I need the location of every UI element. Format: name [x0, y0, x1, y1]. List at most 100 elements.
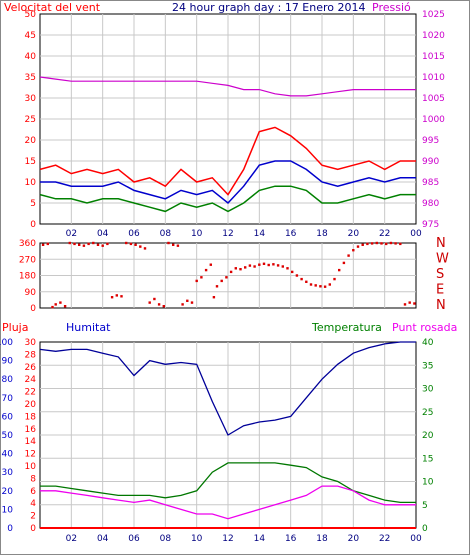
- rain-tick-label: 4: [30, 499, 36, 509]
- direction-point: [366, 242, 369, 246]
- humidity-tick-label: 80: [2, 375, 14, 385]
- pressure-tick-label: 985: [422, 178, 439, 188]
- direction-point: [125, 241, 128, 245]
- temperature-tick-label: 20: [422, 431, 434, 441]
- direction-point: [212, 296, 216, 299]
- pressure-tick-label: 1000: [422, 115, 445, 125]
- compass-label: W: [436, 252, 449, 267]
- direction-point: [295, 274, 299, 277]
- wind-x-tick-label: 22: [379, 229, 390, 239]
- direction-point: [389, 241, 393, 245]
- humidity-series-group: [39, 341, 416, 529]
- compass-label: S: [436, 267, 444, 282]
- direction-point: [408, 301, 411, 304]
- direction-point: [41, 243, 45, 246]
- direction-point: [186, 299, 189, 302]
- direction-point: [356, 245, 360, 248]
- humidity-line: [39, 341, 416, 436]
- direction-point: [300, 277, 303, 281]
- direction-point: [115, 294, 118, 297]
- temperature-header: Temperatura: [311, 321, 382, 334]
- direction-tick-label: 90: [25, 288, 37, 298]
- wind-series-group: [39, 76, 416, 213]
- wind-x-tick-label: 00: [410, 229, 422, 239]
- wind-x-tick-label: 06: [128, 229, 140, 239]
- direction-point: [200, 276, 203, 279]
- direction-tick-label: 360: [19, 239, 36, 249]
- direction-point: [309, 283, 313, 286]
- direction-point: [267, 263, 270, 267]
- direction-point: [68, 241, 71, 245]
- direction-point: [110, 296, 114, 299]
- direction-point: [239, 268, 242, 271]
- direction-point: [172, 243, 175, 246]
- direction-point: [323, 285, 327, 288]
- direction-point: [73, 242, 76, 246]
- direction-point: [96, 243, 100, 246]
- temperature-tick-label: 15: [422, 454, 433, 464]
- direction-chart-grid: [40, 243, 416, 308]
- direction-point: [314, 284, 317, 287]
- direction-point: [286, 267, 289, 270]
- direction-point: [209, 263, 212, 266]
- compass-label: N: [436, 298, 446, 313]
- humidity-x-tick-label: 08: [160, 534, 172, 544]
- rain-tick-label: 12: [25, 450, 36, 460]
- humidity-chart-grid: [40, 342, 416, 528]
- direction-point: [139, 245, 142, 248]
- humidity-temperature-chart: 0102030405060708090100 02468101214161820…: [0, 338, 434, 544]
- direction-point: [229, 270, 233, 274]
- direction-point: [370, 242, 374, 245]
- rain-tick-label: 10: [25, 462, 37, 472]
- direction-point: [276, 264, 280, 267]
- temperature-tick-label: 5: [422, 501, 428, 511]
- wind-speed-tick-label: 25: [25, 115, 36, 125]
- direction-point: [413, 302, 416, 305]
- wind-x-tick-label: 08: [160, 229, 172, 239]
- direction-point: [63, 305, 67, 308]
- rain-tick-label: 14: [25, 437, 37, 447]
- pressure-header: Pressió: [372, 1, 411, 14]
- humidity-tick-label: 20: [2, 487, 14, 497]
- direction-point: [399, 242, 402, 246]
- wind-speed-tick-label: 45: [25, 31, 36, 41]
- direction-point: [380, 242, 383, 245]
- humidity-tick-label: 100: [0, 338, 13, 348]
- direction-point: [106, 242, 109, 246]
- direction-point: [143, 247, 147, 250]
- direction-point: [403, 303, 407, 306]
- wind-gust-line: [39, 126, 416, 196]
- direction-point: [78, 243, 81, 246]
- rain-tick-label: 24: [25, 375, 37, 385]
- wind-chart-grid: [40, 14, 416, 224]
- humidity-x-tick-label: 02: [66, 534, 77, 544]
- direction-point: [157, 303, 161, 306]
- direction-point: [153, 297, 156, 301]
- humidity-tick-label: 90: [2, 357, 14, 367]
- temperature-tick-label: 0: [422, 524, 428, 534]
- rain-tick-label: 2: [30, 512, 36, 522]
- humidity-axis: 0 10 20 30 40 50 60 70 80 90 100: [0, 338, 13, 534]
- humidity-x-tick-label: 06: [128, 534, 140, 544]
- direction-point: [253, 265, 256, 268]
- direction-point: [281, 265, 284, 268]
- humidity-x-tick-label: 04: [97, 534, 109, 544]
- humidity-tick-label: 50: [2, 431, 14, 441]
- wind-average-line: [40, 160, 416, 205]
- humidity-tick-label: 0: [7, 524, 13, 534]
- pressure-tick-label: 1010: [422, 73, 445, 83]
- direction-point: [134, 243, 137, 246]
- direction-point: [342, 261, 346, 265]
- humidity-x-tick-label: 00: [410, 534, 422, 544]
- direction-point: [272, 263, 275, 266]
- direction-point: [181, 303, 184, 306]
- humidity-x-tick-label: 20: [348, 534, 360, 544]
- direction-point: [54, 303, 57, 306]
- pressure-tick-label: 1020: [422, 31, 445, 41]
- wind-x-tick-label: 16: [285, 229, 297, 239]
- pressure-line: [39, 76, 416, 97]
- wind-speed-axis: 0 5 10 15 20 25 30 35 40 45 50: [25, 10, 37, 230]
